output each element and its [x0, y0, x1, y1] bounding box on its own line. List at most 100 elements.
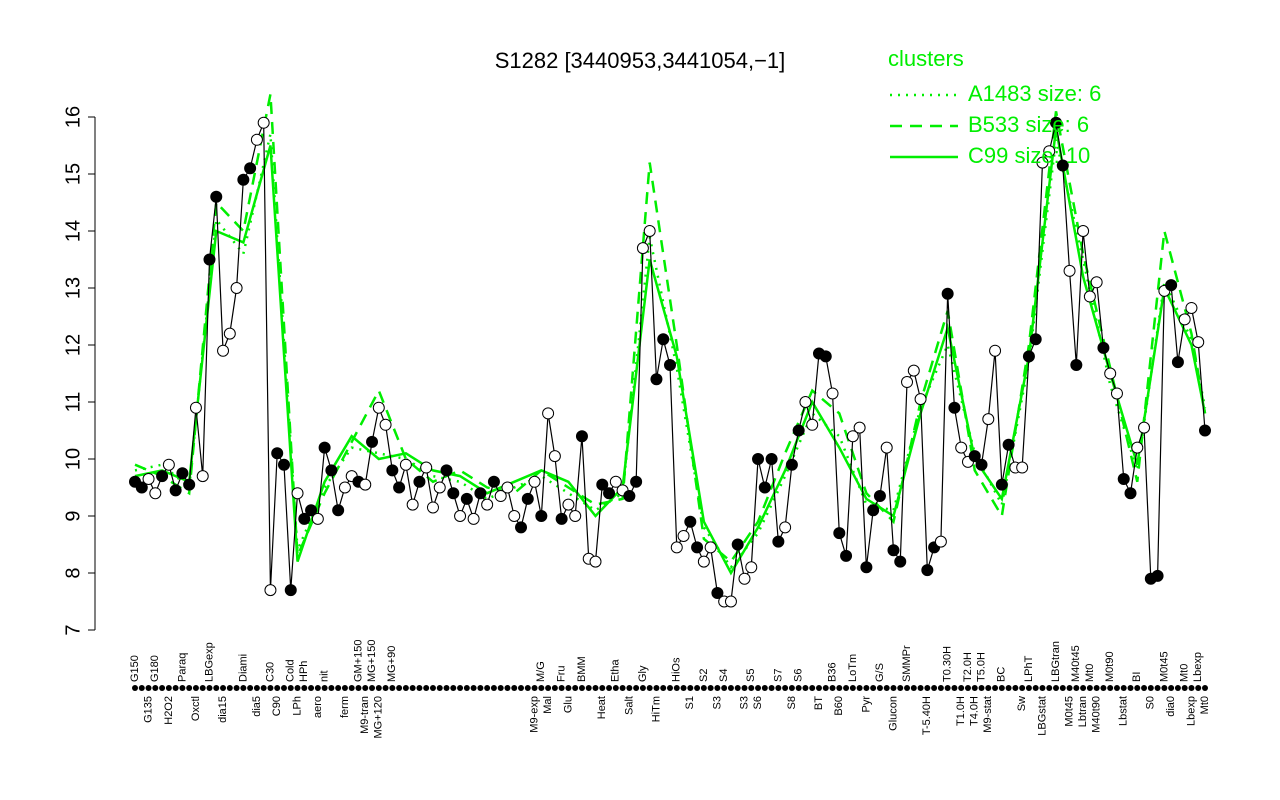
data-point [359, 478, 372, 491]
data-point [183, 478, 196, 491]
x-tick [497, 685, 504, 691]
x-tick [199, 685, 206, 691]
x-tick-label: MG+90 [386, 646, 398, 682]
x-tick [1120, 685, 1127, 691]
data-point [779, 521, 792, 534]
data-point [481, 498, 494, 511]
x-tick [998, 685, 1005, 691]
x-tick-label: Lbexp [1185, 696, 1197, 726]
x-tick [1141, 685, 1148, 691]
data-point [609, 475, 622, 488]
x-tick [186, 685, 193, 691]
x-tick-label: S0 [1145, 696, 1157, 709]
data-point [210, 190, 223, 203]
data-point [332, 504, 345, 517]
data-point [1050, 116, 1063, 129]
y-tick-label: 14 [62, 220, 84, 242]
x-tick [971, 685, 978, 691]
x-tick [592, 685, 599, 691]
data-point [975, 458, 988, 471]
x-tick-label: Lbexp [1192, 652, 1204, 682]
data-point [867, 504, 880, 517]
x-tick-label: Heat [596, 696, 608, 719]
x-tick [1202, 685, 1208, 691]
x-tick [876, 685, 883, 691]
x-tick [341, 685, 348, 691]
x-tick [667, 685, 673, 691]
x-tick [788, 685, 795, 691]
data-point [237, 173, 250, 186]
x-tick [1019, 685, 1026, 691]
x-tick [1107, 685, 1114, 691]
x-tick [301, 685, 308, 691]
data-point [819, 350, 832, 363]
x-tick-label: M0t45 [1158, 651, 1170, 682]
x-tick-label: SMMPr [901, 645, 913, 682]
x-tick [612, 685, 619, 691]
x-tick [572, 685, 579, 691]
data-point [447, 487, 460, 500]
data-point [724, 595, 737, 608]
x-tick-label: S7 [772, 669, 784, 682]
x-tick-label: C90 [271, 696, 283, 716]
data-point [562, 498, 575, 511]
data-point [1131, 441, 1144, 454]
x-tick [152, 685, 159, 691]
data-point [1097, 341, 1110, 354]
x-tick [375, 685, 382, 691]
x-tick [274, 685, 281, 691]
data-point [887, 544, 900, 557]
x-tick [1195, 685, 1202, 691]
data-point [968, 450, 981, 463]
x-tick-label: G180 [149, 655, 161, 682]
x-tick [924, 685, 931, 691]
data-point [203, 253, 216, 266]
x-tick [226, 685, 233, 691]
data-point [271, 447, 284, 460]
x-tick [1059, 685, 1066, 691]
x-tick [470, 685, 477, 691]
data-point [521, 492, 534, 505]
x-tick [890, 685, 897, 691]
data-point [372, 401, 385, 414]
data-point [494, 490, 507, 503]
x-tick [714, 685, 721, 691]
data-point [697, 555, 710, 568]
data-point [846, 430, 859, 443]
x-tick [1113, 685, 1120, 691]
data-point [806, 418, 819, 431]
data-point [366, 435, 379, 448]
x-tick-label: Mt0 [1199, 696, 1211, 714]
x-tick-label: ferm [339, 696, 351, 718]
x-tick [287, 685, 294, 691]
x-tick [917, 685, 924, 691]
data-point [833, 527, 846, 540]
x-tick [1161, 685, 1168, 691]
x-tick-label: S4 [718, 669, 730, 682]
x-tick [809, 685, 816, 691]
data-point [149, 487, 162, 500]
data-point [1063, 264, 1076, 277]
x-tick [206, 685, 213, 691]
data-point [765, 453, 778, 465]
data-point [217, 344, 230, 357]
x-tick [423, 685, 430, 691]
x-tick [389, 685, 396, 691]
data-point [745, 561, 758, 574]
x-tick [897, 685, 904, 691]
data-point [413, 475, 426, 488]
x-tick [748, 685, 755, 691]
x-tick [436, 685, 443, 691]
data-point [169, 484, 182, 497]
data-point [1002, 438, 1015, 451]
x-tick-label: S3 [738, 696, 750, 709]
data-point [257, 116, 270, 129]
chart-title: S1282 [3440953,3441054,−1] [495, 48, 786, 73]
data-point [379, 418, 392, 431]
data-point [406, 498, 419, 511]
x-tick [843, 685, 850, 691]
data-point [995, 478, 1008, 491]
x-tick [538, 685, 545, 691]
data-point [575, 430, 588, 443]
x-tick [1073, 685, 1080, 691]
